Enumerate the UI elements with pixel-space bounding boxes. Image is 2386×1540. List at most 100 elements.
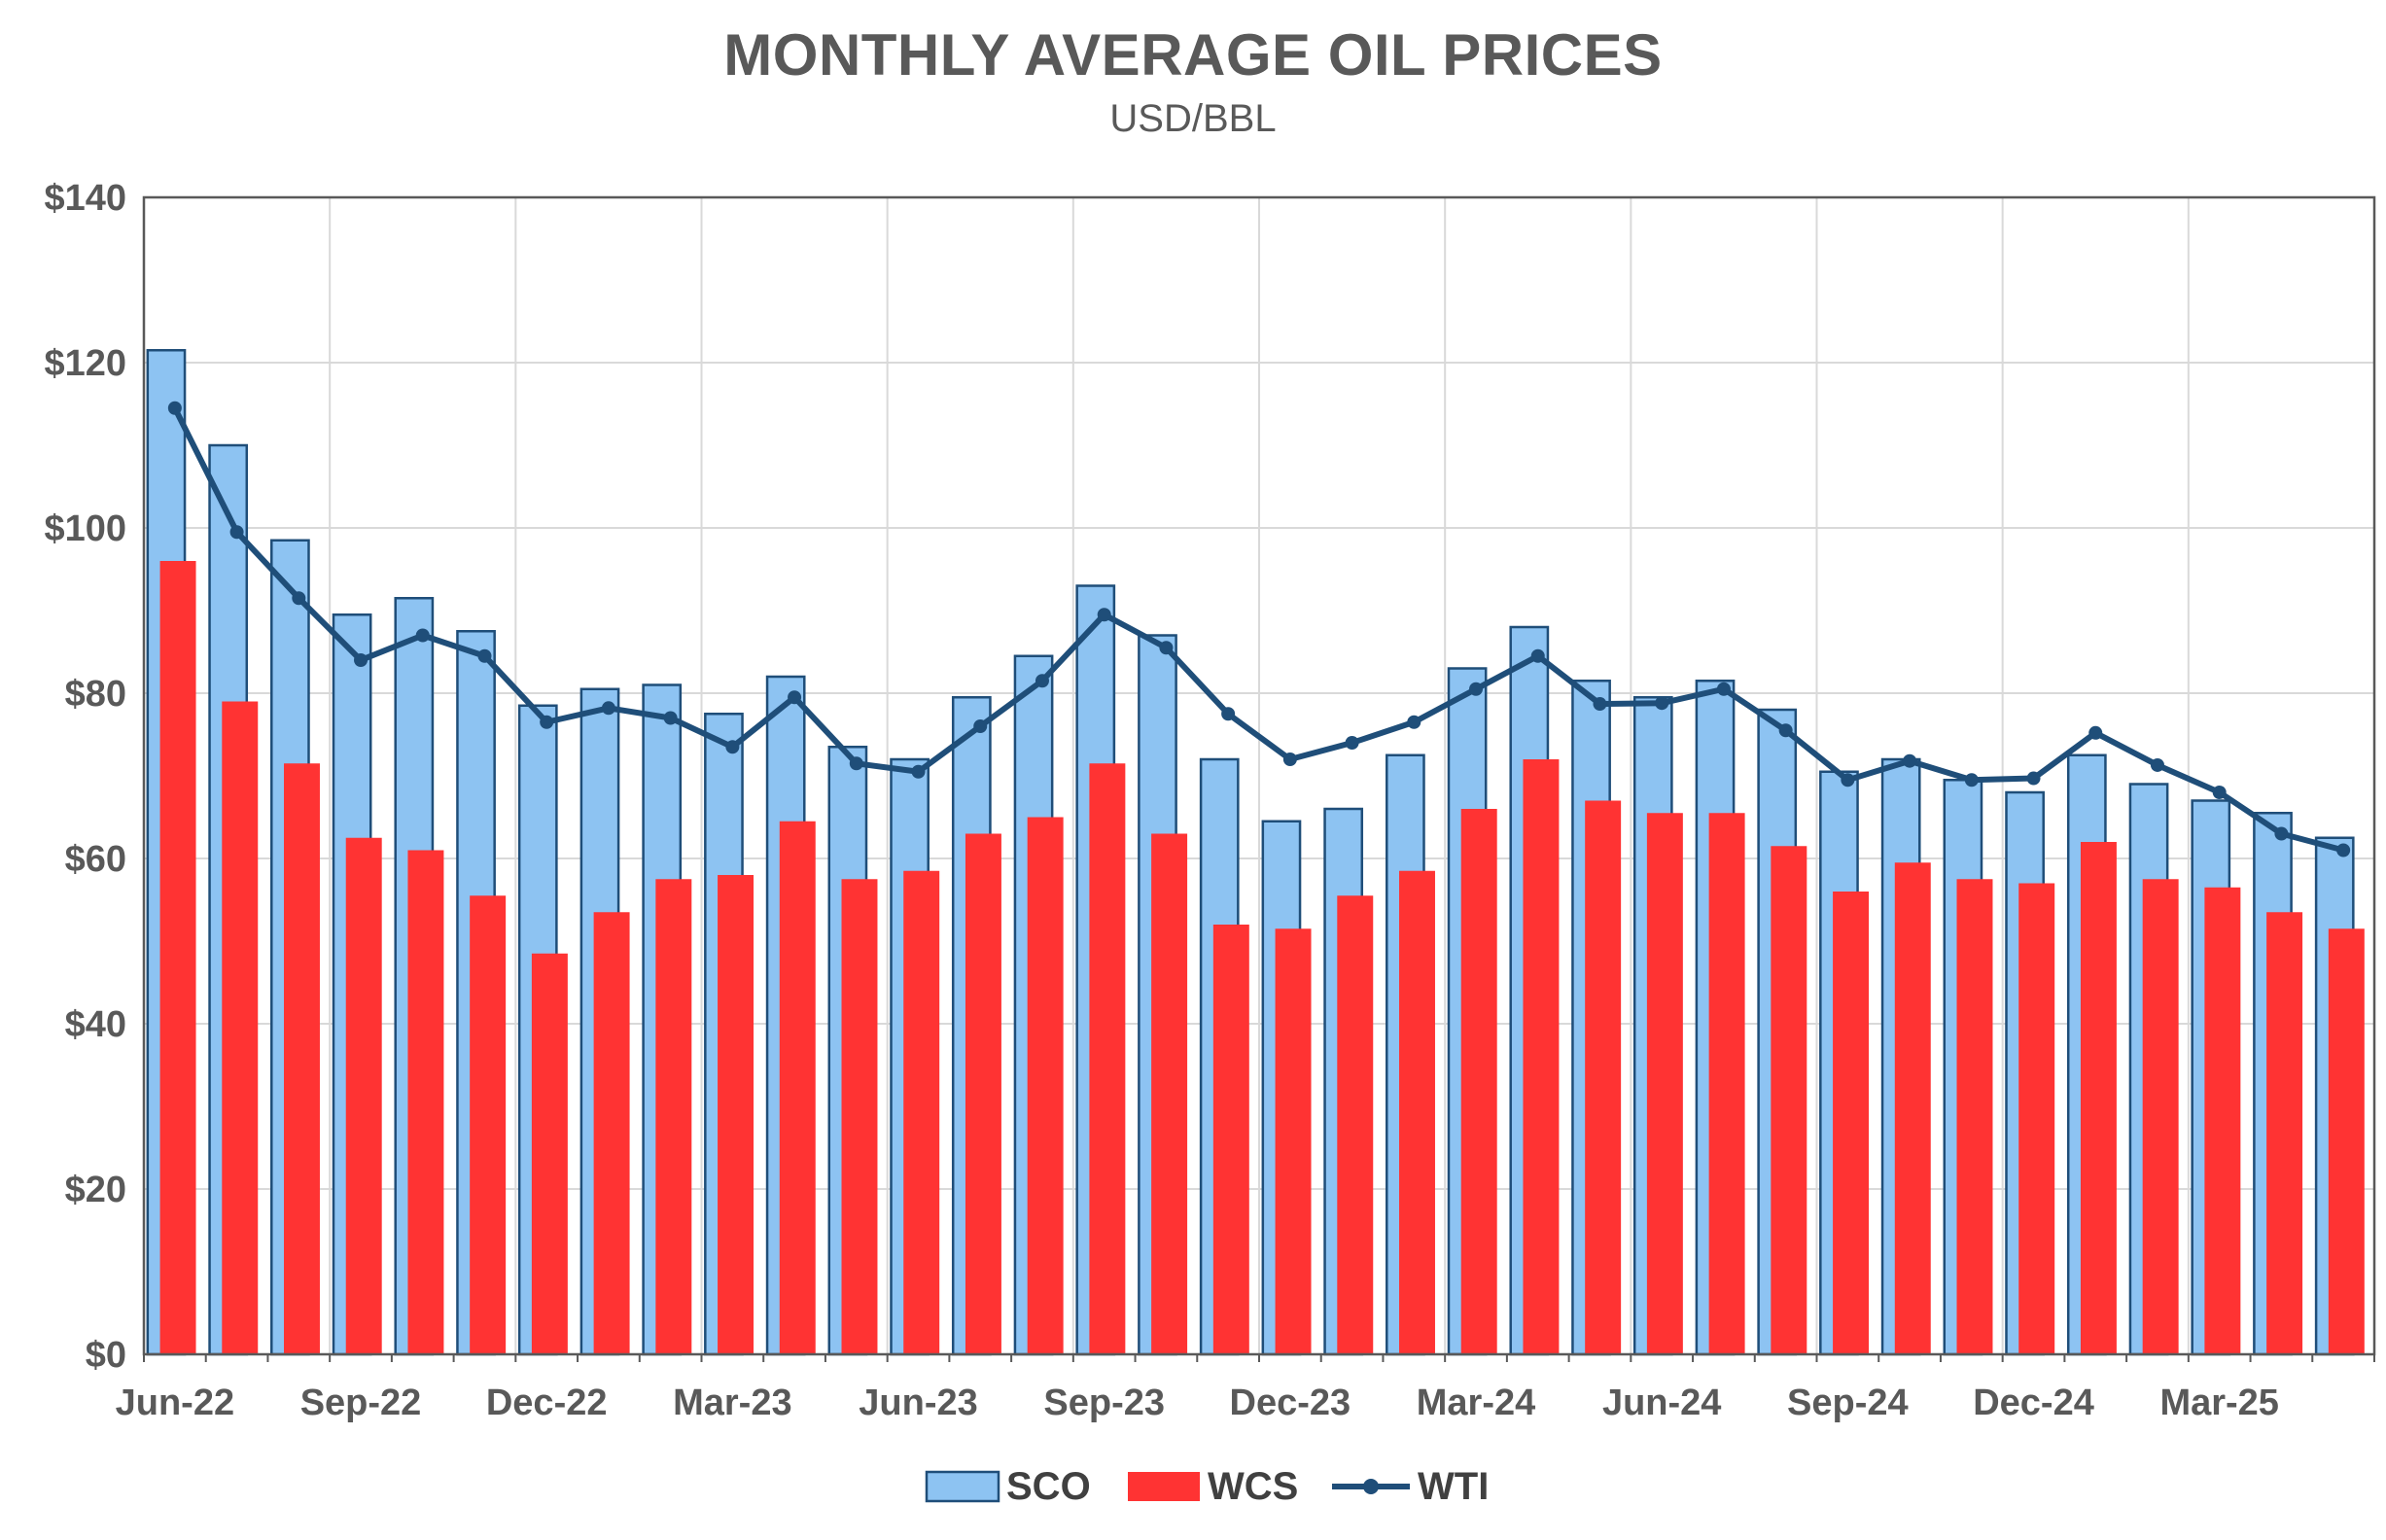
legend-wcs-swatch [1128, 1472, 1200, 1501]
x-tick-label: Jun-24 [1602, 1382, 1721, 1423]
wti-point [1778, 723, 1793, 738]
wti-point [1407, 715, 1421, 729]
wcs-bar [1399, 870, 1435, 1354]
chart-subtitle: USD/BBL [1109, 97, 1277, 140]
wcs-bar [2142, 879, 2179, 1354]
x-tick-label: Mar-25 [2159, 1382, 2279, 1423]
wti-point [1593, 697, 1607, 712]
wcs-bar [1956, 879, 1993, 1354]
wcs-bar [1646, 813, 1683, 1354]
wcs-bar [1212, 925, 1249, 1354]
wti-point [663, 711, 678, 725]
wti-point [1841, 773, 1855, 788]
wti-point [1097, 608, 1111, 622]
wti-point [601, 701, 615, 716]
x-tick-label: Jun-23 [859, 1382, 977, 1423]
wcs-bar [159, 561, 196, 1354]
wcs-bar [1585, 800, 1622, 1354]
wcs-bar [2080, 842, 2117, 1354]
y-tick-label: $120 [44, 343, 126, 384]
wti-point [2274, 826, 2289, 841]
wti-point [1282, 752, 1297, 766]
wti-point [2336, 843, 2351, 858]
y-tick-label: $40 [65, 1004, 126, 1045]
wti-point [354, 653, 368, 667]
y-tick-label: $60 [65, 839, 126, 880]
x-tick-label: Mar-23 [673, 1382, 792, 1423]
wcs-bar [841, 879, 878, 1354]
wti-point [167, 401, 182, 415]
wti-point [1345, 736, 1359, 750]
wti-point [1035, 674, 1049, 688]
wcs-bar [1833, 892, 1870, 1354]
y-tick-label: $80 [65, 674, 126, 715]
x-tick-label: Jun-22 [116, 1382, 234, 1423]
wcs-bar [2328, 928, 2365, 1354]
wti-point [2088, 725, 2103, 740]
wcs-bars [159, 561, 2365, 1354]
wti-point [725, 740, 740, 754]
wcs-bar [903, 870, 940, 1354]
wcs-bar [407, 850, 444, 1354]
wti-point [2150, 757, 2164, 772]
wti-point [1530, 648, 1545, 663]
y-tick-label: $0 [86, 1335, 126, 1376]
wcs-bar [345, 837, 382, 1354]
wcs-bar [284, 763, 320, 1354]
wcs-bar [2018, 883, 2055, 1354]
wcs-bar [1089, 763, 1126, 1354]
legend-wti-label: WTI [1418, 1465, 1489, 1508]
x-tick-label: Sep-23 [1043, 1382, 1165, 1423]
wcs-bar [470, 895, 507, 1354]
wcs-bar [779, 821, 816, 1354]
wcs-bar [1151, 833, 1188, 1354]
wcs-bar [965, 833, 1001, 1354]
legend-sco-swatch [925, 1470, 1000, 1503]
wti-point [788, 690, 802, 705]
legend-wcs-label: WCS [1208, 1465, 1298, 1508]
legend-wti-marker [1363, 1479, 1379, 1494]
wti-point [2212, 786, 2227, 799]
wti-point [1716, 682, 1731, 696]
x-tick-label: Sep-24 [1787, 1382, 1909, 1423]
y-tick-label: $100 [44, 508, 126, 549]
wcs-bar [655, 879, 692, 1354]
wti-point [1655, 696, 1669, 711]
x-tick-label: Mar-24 [1417, 1382, 1536, 1423]
legend: SCO WCS WTI [925, 1465, 1489, 1508]
wti-point [2026, 771, 2041, 786]
wti-point [292, 591, 306, 606]
wcs-bar [1460, 809, 1497, 1354]
wcs-bar [1894, 862, 1931, 1354]
wti-point [911, 764, 926, 779]
wti-point [1159, 641, 1174, 655]
wti-line [167, 401, 2351, 858]
wcs-bar [718, 875, 754, 1354]
x-tick-label: Dec-23 [1230, 1382, 1351, 1423]
wcs-bar [2266, 912, 2303, 1354]
x-tick-label: Sep-22 [300, 1382, 422, 1423]
wcs-bar [1027, 817, 1064, 1354]
wcs-bar [1523, 759, 1560, 1354]
x-tick-label: Dec-22 [486, 1382, 608, 1423]
wcs-bar [593, 912, 630, 1354]
wcs-bar [1275, 928, 1312, 1354]
wti-point [540, 715, 554, 729]
wti-line-path [172, 406, 2344, 854]
wti-point [229, 525, 244, 540]
wti-point [1469, 682, 1484, 696]
axes: $0 $20 $40 $60 $80 $100 $120 $140 Jun-22 Sep-22 De… [44, 178, 2376, 1423]
wti-point [1964, 773, 1979, 788]
x-tick-label: Dec-24 [1973, 1382, 2094, 1423]
wcs-bar [1708, 813, 1745, 1354]
wcs-bar [222, 701, 259, 1354]
wcs-bar [531, 953, 568, 1354]
wti-point [1221, 707, 1236, 721]
wcs-bar [1771, 846, 1807, 1354]
y-tick-label: $20 [65, 1170, 126, 1210]
wcs-bar [1337, 895, 1374, 1354]
chart-title: MONTHLY AVERAGE OIL PRICES [723, 22, 1663, 88]
wti-point [415, 628, 430, 643]
y-tick-label: $140 [44, 178, 126, 219]
